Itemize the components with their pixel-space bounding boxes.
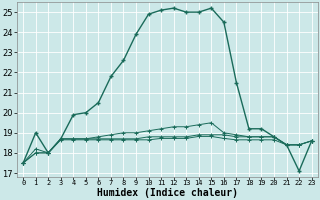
X-axis label: Humidex (Indice chaleur): Humidex (Indice chaleur)	[97, 188, 238, 198]
